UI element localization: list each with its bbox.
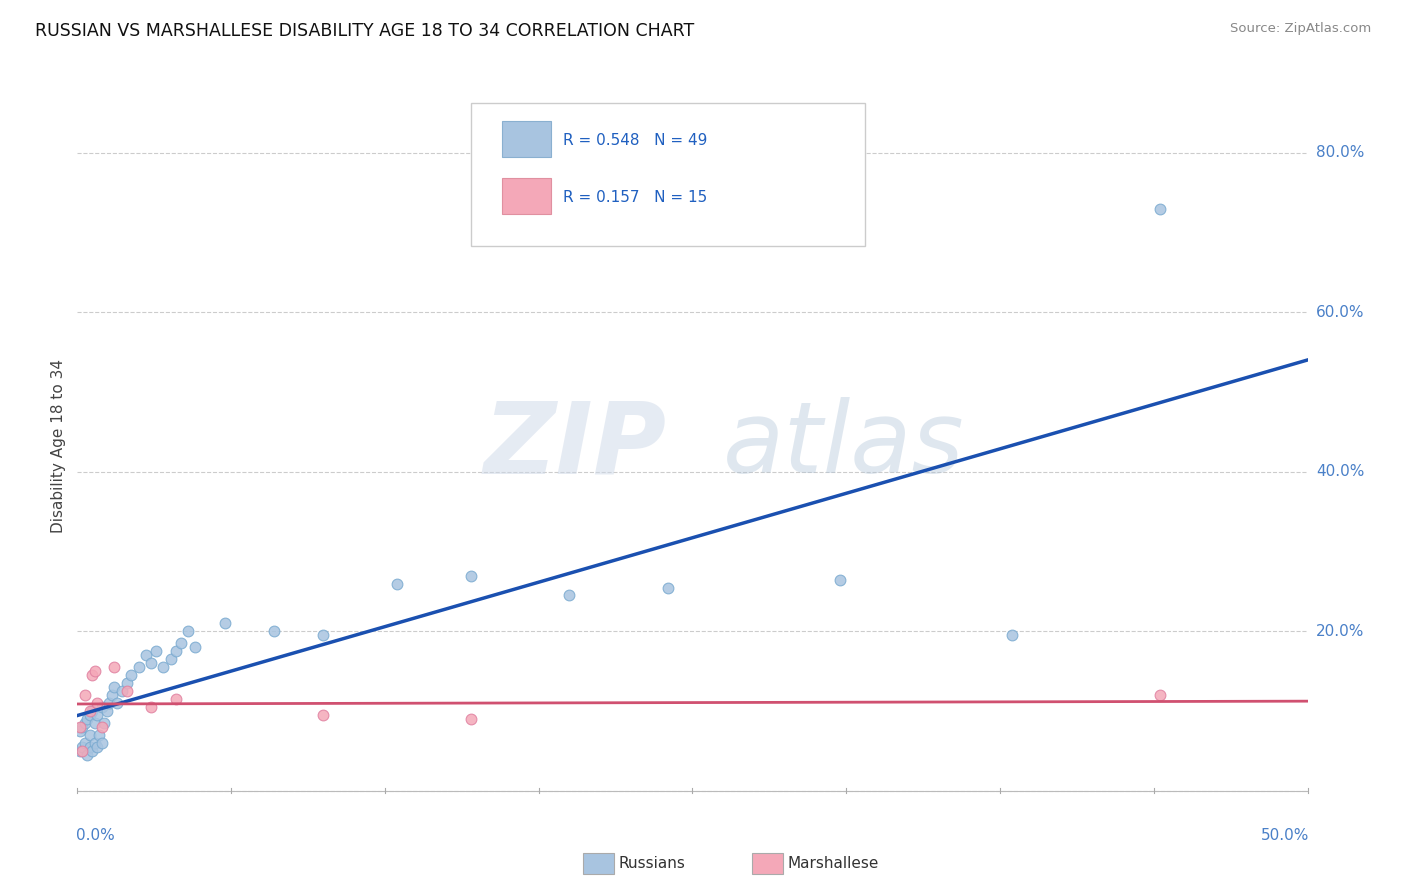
Point bbox=[312, 708, 335, 723]
Point bbox=[82, 668, 104, 682]
Text: 0.0%: 0.0% bbox=[76, 828, 115, 843]
Point bbox=[70, 744, 93, 758]
Point bbox=[83, 716, 105, 731]
Text: 20.0%: 20.0% bbox=[1316, 624, 1364, 639]
Point bbox=[1149, 688, 1171, 702]
Point bbox=[184, 640, 207, 655]
Point bbox=[177, 624, 200, 639]
Point bbox=[90, 700, 114, 714]
Point bbox=[160, 652, 183, 666]
Point bbox=[76, 747, 98, 762]
FancyBboxPatch shape bbox=[502, 121, 551, 157]
Text: Source: ZipAtlas.com: Source: ZipAtlas.com bbox=[1230, 22, 1371, 36]
Text: 50.0%: 50.0% bbox=[1260, 828, 1309, 843]
Point bbox=[165, 692, 187, 706]
FancyBboxPatch shape bbox=[502, 178, 551, 214]
Point bbox=[170, 636, 193, 650]
Point bbox=[145, 644, 167, 658]
Point bbox=[135, 648, 157, 663]
Point bbox=[103, 680, 125, 694]
Text: R = 0.157   N = 15: R = 0.157 N = 15 bbox=[564, 190, 707, 205]
Point bbox=[460, 568, 482, 582]
Point bbox=[70, 739, 93, 754]
Point bbox=[141, 657, 163, 671]
Text: RUSSIAN VS MARSHALLESE DISABILITY AGE 18 TO 34 CORRELATION CHART: RUSSIAN VS MARSHALLESE DISABILITY AGE 18… bbox=[35, 22, 695, 40]
Point bbox=[214, 616, 236, 631]
Point bbox=[89, 728, 111, 742]
Text: 80.0%: 80.0% bbox=[1316, 145, 1364, 161]
Point bbox=[98, 696, 121, 710]
Point bbox=[1001, 628, 1024, 642]
Text: Marshallese: Marshallese bbox=[787, 856, 879, 871]
Point bbox=[1149, 202, 1171, 216]
Point bbox=[263, 624, 285, 639]
Point bbox=[312, 628, 335, 642]
Point bbox=[103, 660, 125, 674]
Point bbox=[96, 704, 118, 718]
Point bbox=[657, 581, 679, 595]
Point bbox=[79, 708, 101, 723]
Point bbox=[90, 720, 114, 734]
Point bbox=[82, 744, 104, 758]
Point bbox=[121, 668, 143, 682]
Text: 60.0%: 60.0% bbox=[1316, 305, 1364, 320]
Point bbox=[69, 720, 91, 734]
Point bbox=[73, 688, 96, 702]
Text: R = 0.548   N = 49: R = 0.548 N = 49 bbox=[564, 133, 707, 148]
Point bbox=[101, 688, 124, 702]
Text: Russians: Russians bbox=[619, 856, 686, 871]
Y-axis label: Disability Age 18 to 34: Disability Age 18 to 34 bbox=[51, 359, 66, 533]
Point bbox=[90, 736, 114, 750]
Point bbox=[115, 676, 138, 690]
Point bbox=[79, 739, 101, 754]
Point bbox=[70, 720, 93, 734]
Point bbox=[152, 660, 174, 674]
Point bbox=[93, 716, 115, 731]
Point bbox=[86, 708, 108, 723]
Point bbox=[128, 660, 150, 674]
Point bbox=[76, 712, 98, 726]
Point bbox=[115, 684, 138, 698]
Point bbox=[69, 744, 91, 758]
Point bbox=[73, 716, 96, 731]
Point bbox=[79, 704, 101, 718]
Point bbox=[385, 576, 409, 591]
Point bbox=[111, 684, 132, 698]
Point bbox=[165, 644, 187, 658]
Point bbox=[86, 739, 108, 754]
Text: 40.0%: 40.0% bbox=[1316, 465, 1364, 479]
Point bbox=[86, 696, 108, 710]
Point bbox=[141, 700, 163, 714]
Point bbox=[460, 712, 482, 726]
Point bbox=[69, 724, 91, 739]
Text: atlas: atlas bbox=[723, 398, 965, 494]
Point bbox=[73, 736, 96, 750]
Point bbox=[558, 589, 581, 603]
Point bbox=[830, 573, 852, 587]
Point bbox=[105, 696, 128, 710]
FancyBboxPatch shape bbox=[471, 103, 865, 246]
Point bbox=[83, 736, 105, 750]
Point bbox=[82, 704, 104, 718]
Point bbox=[83, 665, 105, 679]
Point bbox=[79, 728, 101, 742]
Text: ZIP: ZIP bbox=[484, 398, 666, 494]
